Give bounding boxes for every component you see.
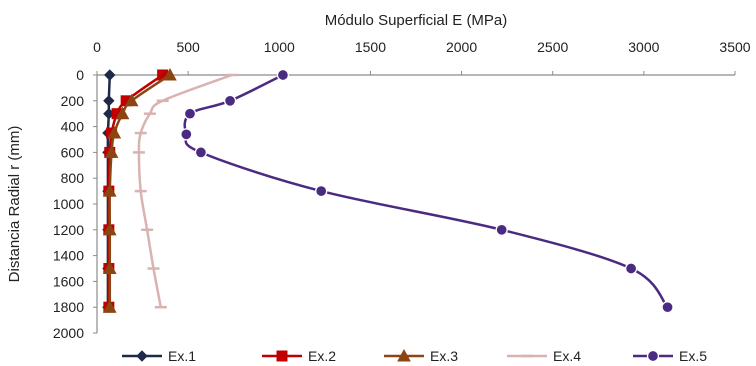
legend-item-Ex.1: Ex.1: [122, 348, 196, 364]
y-tick-label: 0: [76, 67, 84, 83]
x-tick-label: 2500: [537, 39, 568, 55]
data-point-Ex.3: [102, 261, 117, 274]
axes: 0 500 1000 1500 2000 2500 3000 3500 0 200 400 600 80…: [53, 39, 751, 341]
y-tick-label: 200: [61, 93, 85, 109]
legend-marker: [136, 350, 148, 362]
data-point-Ex.3: [163, 67, 177, 81]
data-point-Ex.5: [315, 184, 328, 198]
y-tick-label: 1400: [53, 248, 84, 264]
data-point-Ex.5: [180, 128, 193, 141]
y-tick-label: 1600: [53, 273, 84, 289]
legend-marker: [397, 348, 411, 362]
x-tick-label: 1500: [355, 39, 386, 55]
x-tick-label: 3500: [719, 39, 750, 55]
legend-marker: [646, 349, 660, 363]
x-tick-label: 500: [176, 39, 200, 55]
y-tick-label: 600: [61, 144, 85, 160]
legend-label: Ex.5: [679, 348, 707, 364]
data-point-Ex.3: [107, 126, 122, 139]
y-tick-label: 1000: [53, 196, 84, 212]
series-layer: [102, 67, 674, 314]
legend-item-Ex.4: Ex.4: [507, 348, 581, 364]
legend-label: Ex.3: [430, 348, 458, 364]
data-point-Ex.3: [104, 145, 119, 158]
legend-label: Ex.4: [553, 348, 581, 364]
series-Ex.5: [180, 68, 674, 314]
legend-item-Ex.2: Ex.2: [262, 348, 336, 364]
data-point-Ex.5: [276, 68, 290, 82]
series-line-Ex.5: [183, 73, 669, 309]
legend-item-Ex.3: Ex.3: [384, 348, 458, 364]
data-point-Ex.5: [624, 262, 638, 275]
x-tick-label: 3000: [628, 39, 659, 55]
legend-label: Ex.1: [168, 348, 196, 364]
data-point-Ex.5: [223, 94, 237, 107]
data-point-Ex.1: [104, 69, 116, 81]
y-tick-label: 2000: [53, 325, 84, 341]
data-point-Ex.1: [103, 95, 115, 107]
y-axis-title: Distancia Radial r (mm): [6, 126, 23, 283]
y-tick-label: 800: [61, 170, 85, 186]
legend: Ex.1 Ex.2 Ex.3 Ex.4 Ex.5: [122, 348, 707, 364]
data-point-Ex.5: [661, 301, 674, 314]
data-point-Ex.5: [495, 223, 508, 236]
data-point-Ex.5: [194, 146, 208, 159]
legend-marker: [276, 350, 288, 362]
x-tick-label: 1000: [264, 39, 295, 55]
data-point-Ex.3: [124, 93, 139, 107]
x-axis-title: Módulo Superficial E (MPa): [325, 12, 508, 29]
y-tick-label: 1800: [53, 299, 84, 315]
data-point-Ex.3: [102, 300, 117, 313]
data-point-Ex.5: [183, 107, 197, 120]
series-Ex.4: [132, 73, 238, 309]
data-point-Ex.3: [102, 222, 117, 236]
x-tick-label: 0: [93, 39, 101, 55]
legend-label: Ex.2: [308, 348, 336, 364]
series-Ex.3: [102, 67, 177, 313]
x-tick-label: 2000: [446, 39, 477, 55]
data-point-Ex.3: [102, 184, 117, 197]
y-tick-label: 1200: [53, 222, 84, 238]
legend-item-Ex.5: Ex.5: [633, 348, 707, 364]
data-point-Ex.3: [115, 106, 130, 120]
y-tick-label: 400: [61, 119, 85, 135]
